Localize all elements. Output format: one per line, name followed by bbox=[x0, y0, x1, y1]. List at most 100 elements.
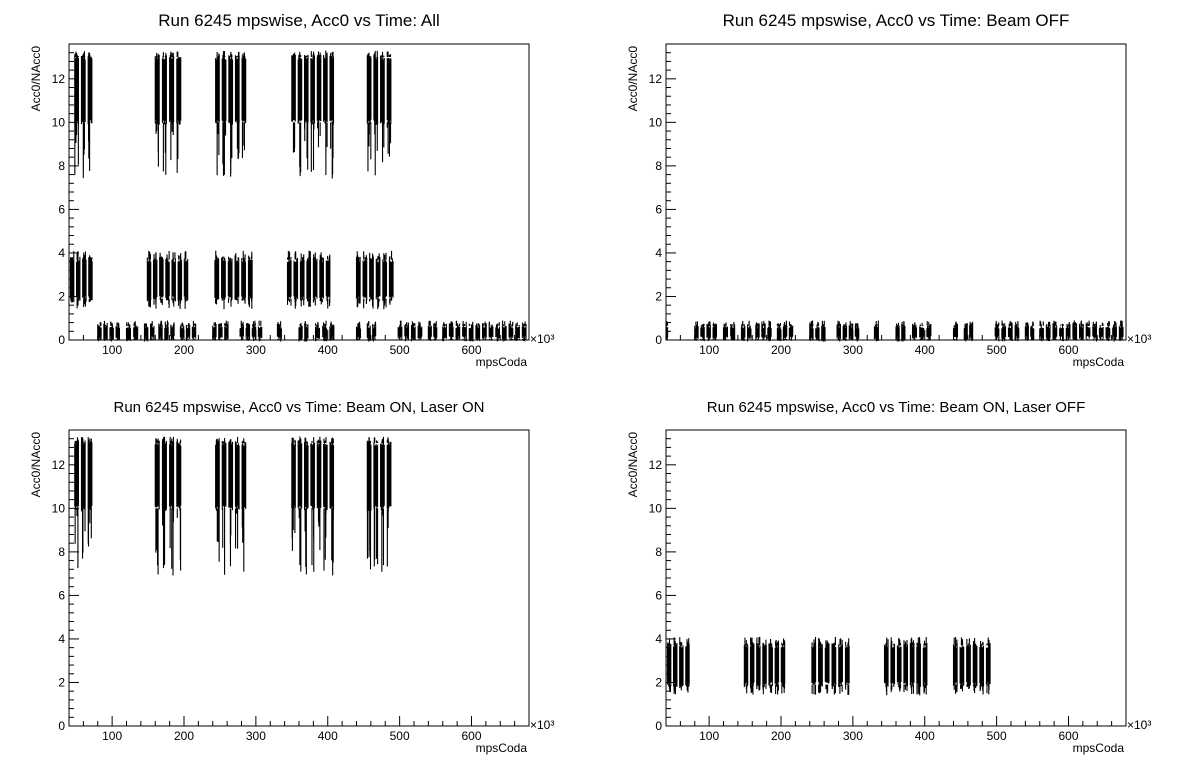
x-tick-label: 200 bbox=[771, 343, 791, 357]
y-tick-label: 12 bbox=[52, 458, 66, 472]
data-burst bbox=[1039, 320, 1124, 342]
x-tick-label: 300 bbox=[246, 343, 266, 357]
y-tick-label: 4 bbox=[58, 246, 65, 260]
y-tick-label: 0 bbox=[58, 719, 65, 733]
x-axis: 100 200 300 400 500 600 bbox=[665, 716, 1127, 743]
data-burst bbox=[873, 320, 879, 342]
y-axis: 0 2 4 6 8 10 12 bbox=[52, 438, 79, 733]
y-tick-label: 0 bbox=[655, 719, 662, 733]
data-burst bbox=[952, 636, 991, 695]
data-burst bbox=[694, 321, 717, 342]
y-tick-label: 10 bbox=[52, 501, 66, 515]
y-axis: 0 2 4 6 8 10 12 bbox=[52, 52, 79, 347]
chart-title: Run 6245 mpswise, Acc0 vs Time: Beam ON,… bbox=[114, 399, 485, 416]
x-axis-multiplier: ×10³ bbox=[530, 332, 554, 346]
data-burst bbox=[427, 320, 438, 342]
x-tick-label: 400 bbox=[318, 343, 338, 357]
x-tick-label: 300 bbox=[843, 729, 863, 743]
x-tick-label: 100 bbox=[102, 343, 122, 357]
x-tick-label: 600 bbox=[1058, 343, 1078, 357]
y-tick-label: 4 bbox=[655, 246, 662, 260]
data-burst bbox=[214, 250, 253, 310]
series-laser-on bbox=[74, 436, 392, 576]
x-axis: 100 200 300 400 500 600 bbox=[68, 716, 530, 743]
x-tick-label: 400 bbox=[318, 729, 338, 743]
plot-frame bbox=[665, 429, 1127, 727]
y-tick-label: 0 bbox=[655, 333, 662, 347]
x-axis: 100 200 300 400 500 600 bbox=[665, 330, 1127, 357]
y-tick-label: 8 bbox=[58, 545, 65, 559]
data-burst bbox=[366, 436, 392, 572]
data-burst bbox=[355, 250, 394, 310]
data-burst bbox=[239, 320, 263, 342]
plot-frame bbox=[665, 43, 1127, 341]
data-burst bbox=[911, 321, 932, 341]
y-tick-label: 12 bbox=[52, 72, 66, 86]
data-burst bbox=[212, 320, 229, 341]
y-tick-label: 2 bbox=[58, 289, 65, 303]
data-burst bbox=[298, 320, 309, 342]
data-burst bbox=[69, 250, 93, 309]
x-tick-label: 300 bbox=[246, 729, 266, 743]
data-burst bbox=[355, 321, 361, 341]
data-burst bbox=[146, 250, 189, 310]
x-tick-label: 400 bbox=[915, 343, 935, 357]
x-tick-label: 400 bbox=[915, 729, 935, 743]
data-burst bbox=[314, 320, 335, 342]
chart-panel-3: Run 6245 mpswise, Acc0 vs Time: Beam ON,… bbox=[29, 399, 554, 755]
y-axis: 0 2 4 6 8 10 12 bbox=[649, 52, 676, 347]
x-tick-label: 100 bbox=[699, 729, 719, 743]
chart-panel-1: Run 6245 mpswise, Acc0 vs Time: All 0 2 4 6 8… bbox=[29, 11, 554, 369]
data-burst bbox=[895, 320, 906, 342]
data-burst bbox=[397, 320, 423, 342]
y-tick-label: 12 bbox=[649, 458, 663, 472]
data-burst bbox=[994, 320, 1020, 342]
y-axis-label: Acc0/NAcc0 bbox=[626, 432, 640, 498]
y-tick-label: 12 bbox=[649, 72, 663, 86]
series-laser-off bbox=[666, 636, 991, 696]
x-tick-label: 500 bbox=[987, 343, 1007, 357]
data-burst bbox=[740, 320, 752, 342]
data-burst bbox=[276, 321, 282, 342]
data-burst bbox=[97, 320, 120, 342]
y-tick-label: 10 bbox=[649, 501, 663, 515]
data-points bbox=[666, 636, 991, 696]
data-burst bbox=[743, 636, 786, 695]
y-tick-label: 2 bbox=[655, 675, 662, 689]
chart-panel-2: Run 6245 mpswise, Acc0 vs Time: Beam OFF… bbox=[626, 11, 1151, 369]
data-burst bbox=[366, 321, 377, 342]
x-axis-multiplier: ×10³ bbox=[1127, 332, 1151, 346]
x-axis-label: mpsCoda bbox=[476, 741, 528, 755]
y-tick-label: 0 bbox=[58, 333, 65, 347]
data-burst bbox=[291, 50, 335, 179]
data-burst bbox=[883, 637, 928, 696]
y-tick-label: 6 bbox=[655, 202, 662, 216]
data-burst bbox=[963, 321, 974, 342]
data-burst bbox=[1024, 321, 1035, 341]
data-points bbox=[69, 50, 527, 342]
data-points bbox=[74, 436, 392, 576]
chart-panel-4: Run 6245 mpswise, Acc0 vs Time: Beam ON,… bbox=[626, 399, 1151, 755]
chart-title: Run 6245 mpswise, Acc0 vs Time: Beam OFF bbox=[723, 11, 1070, 30]
y-tick-label: 10 bbox=[52, 115, 66, 129]
y-tick-label: 8 bbox=[655, 545, 662, 559]
series-laser-on bbox=[74, 50, 392, 179]
x-tick-label: 600 bbox=[461, 729, 481, 743]
data-burst bbox=[666, 637, 690, 695]
x-axis-label: mpsCoda bbox=[1073, 741, 1125, 755]
data-burst bbox=[286, 250, 331, 309]
x-axis: 100 200 300 400 500 600 bbox=[68, 330, 530, 357]
data-burst bbox=[179, 320, 197, 341]
y-tick-label: 6 bbox=[58, 202, 65, 216]
data-burst bbox=[809, 320, 826, 342]
chart-title: Run 6245 mpswise, Acc0 vs Time: All bbox=[158, 11, 440, 30]
x-axis-label: mpsCoda bbox=[1073, 355, 1125, 369]
data-burst bbox=[125, 321, 139, 342]
series-laser-off bbox=[69, 250, 394, 310]
y-tick-label: 6 bbox=[58, 588, 65, 602]
x-tick-label: 300 bbox=[843, 343, 863, 357]
y-tick-label: 8 bbox=[655, 159, 662, 173]
y-tick-label: 8 bbox=[58, 159, 65, 173]
data-burst bbox=[143, 321, 155, 342]
data-burst bbox=[722, 321, 736, 341]
